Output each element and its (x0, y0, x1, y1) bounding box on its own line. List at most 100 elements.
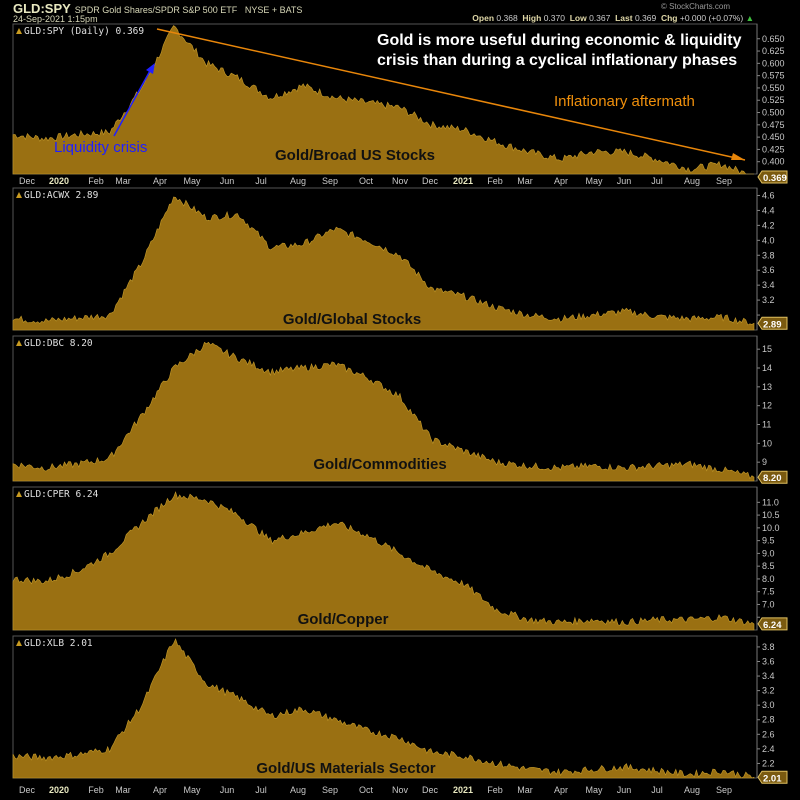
ytick-label: 4.0 (762, 235, 775, 245)
ytick-label: 0.450 (762, 132, 785, 142)
last-value-text: 6.24 (763, 620, 782, 631)
xtick-label: Jun (220, 785, 235, 795)
ytick-label: 0.475 (762, 120, 785, 130)
ytick-label: 0.550 (762, 83, 785, 93)
area-series (12, 491, 755, 631)
chart-date: 24-Sep-2021 1:15pm (13, 14, 98, 24)
low-value: 0.367 (589, 13, 611, 23)
brand-watermark: © StockCharts.com (660, 2, 730, 11)
xtick-label: Nov (392, 176, 409, 186)
xtick-label: Jun (617, 785, 632, 795)
panel-title: Gold/Commodities (313, 456, 446, 473)
ytick-label: 14 (762, 363, 772, 373)
liquidity-arrowhead-icon (146, 63, 155, 74)
last-value-box (757, 170, 788, 184)
panel-title: Gold/Broad US Stocks (275, 147, 435, 164)
last-value-box (757, 470, 788, 484)
chg-label: Chg (660, 13, 678, 23)
xtick-label: Aug (684, 785, 700, 795)
xtick-label: Oct (359, 176, 374, 186)
ytick-label: 9 (762, 457, 767, 467)
panel-label: GLD:DBC 8.20 (24, 338, 93, 349)
x-axis-top: Dec 2020 Feb Mar Apr May Jun Jul Aug Sep Oct Nov Dec… (19, 176, 732, 186)
last-value-box (757, 770, 788, 784)
trend-line (156, 28, 746, 161)
up-arrow-icon: ▲ (745, 13, 754, 23)
low-label: Low (569, 13, 587, 23)
xtick-label: Mar (115, 176, 131, 186)
last-value-box (757, 316, 788, 330)
ytick-label: 7.0 (762, 599, 775, 609)
mountain-icon (16, 28, 22, 34)
xtick-label: Sep (322, 785, 338, 795)
open-value: 0.368 (496, 13, 518, 23)
xtick-label: Aug (684, 176, 700, 186)
xtick-label: Apr (153, 785, 167, 795)
panel-2: 4.6 4.4 4.2 4.0 3.8 3.6 3.4 3.2 2.89 GLD:ACWX 2.8… (12, 187, 788, 331)
ytick-label: 0.650 (762, 34, 785, 44)
symbol-text: GLD:SPY (13, 1, 71, 16)
panel-1: 0.650 0.625 0.600 0.575 0.550 0.525 0.500 0.475… (12, 23, 788, 184)
ytick-label: 15 (762, 344, 772, 354)
ytick-label: 0.525 (762, 95, 785, 105)
ytick-label: 10.5 (762, 510, 780, 520)
area-series (12, 25, 754, 175)
ytick-label: 2.2 (762, 758, 775, 768)
ytick-label: 10.0 (762, 523, 780, 533)
xtick-label: May (585, 785, 603, 795)
last-value-box (757, 617, 788, 631)
last-value-text: 2.01 (763, 773, 782, 784)
chart-symbol: GLD:SPY SPDR Gold Shares/SPDR S&P 500 ETF… (13, 1, 302, 16)
xtick-label: Jul (651, 785, 663, 795)
ytick-label: 0.625 (762, 46, 785, 56)
mountain-icon (16, 640, 22, 646)
trend-arrowhead-icon (731, 153, 745, 160)
ytick-label: 8.5 (762, 561, 775, 571)
last-value-badge: 0.369 (757, 170, 788, 184)
xtick-label: Jul (255, 176, 267, 186)
last-value-badge: 8.20 (757, 470, 788, 484)
open-label: Open (472, 13, 495, 23)
ytick-label: 3.0 (762, 700, 775, 710)
ytick-label: 0.575 (762, 71, 785, 81)
xtick-label: 2021 (453, 785, 473, 795)
ytick-label: 9.0 (762, 548, 775, 558)
ytick-label: 7.5 (762, 587, 775, 597)
panel-label: GLD:SPY (Daily) 0.369 (24, 26, 144, 37)
panel-title: Gold/Global Stocks (283, 311, 421, 328)
panel-3: 15 14 13 12 11 10 9 8.20 GLD:DBC 8.20 Gold/Commod… (12, 335, 788, 484)
ytick-label: 0.425 (762, 144, 785, 154)
ytick-label: 0.600 (762, 58, 785, 68)
last-value-badge: 2.89 (757, 316, 788, 330)
last-value-badge: 2.01 (757, 770, 788, 784)
xtick-label: Feb (88, 785, 104, 795)
ytick-label: 0.500 (762, 108, 785, 118)
ytick-label: 3.4 (762, 671, 775, 681)
last-value-badge: 6.24 (757, 617, 788, 631)
ytick-label: 3.6 (762, 265, 775, 275)
panel-label: GLD:ACWX 2.89 (24, 190, 99, 201)
panel-label: GLD:XLB 2.01 (24, 638, 93, 649)
exchange-text: NYSE + BATS (244, 5, 303, 15)
xtick-label: Feb (487, 785, 503, 795)
ytick-label: 3.8 (762, 250, 775, 260)
xtick-label: Mar (517, 176, 533, 186)
xtick-label: 2021 (453, 176, 473, 186)
xtick-label: Dec (422, 785, 439, 795)
xtick-label: Sep (716, 176, 732, 186)
area-series (12, 196, 755, 331)
annotation-main-line2: crisis than during a cyclical inflationa… (377, 52, 737, 69)
annotation-liquidity: Liquidity crisis (54, 139, 147, 156)
last-value-text: 2.89 (763, 319, 782, 330)
last-label: Last (615, 13, 633, 23)
mountain-icon (16, 491, 22, 497)
ytick-label: 3.2 (762, 686, 775, 696)
xtick-label: Apr (554, 785, 568, 795)
last-value-text: 8.20 (763, 473, 782, 484)
ytick-label: 3.2 (762, 295, 775, 305)
panel-title: Gold/US Materials Sector (256, 760, 435, 777)
mountain-icon (16, 192, 22, 198)
xtick-label: Mar (115, 785, 131, 795)
xtick-label: 2020 (49, 785, 69, 795)
area-series (12, 341, 755, 482)
